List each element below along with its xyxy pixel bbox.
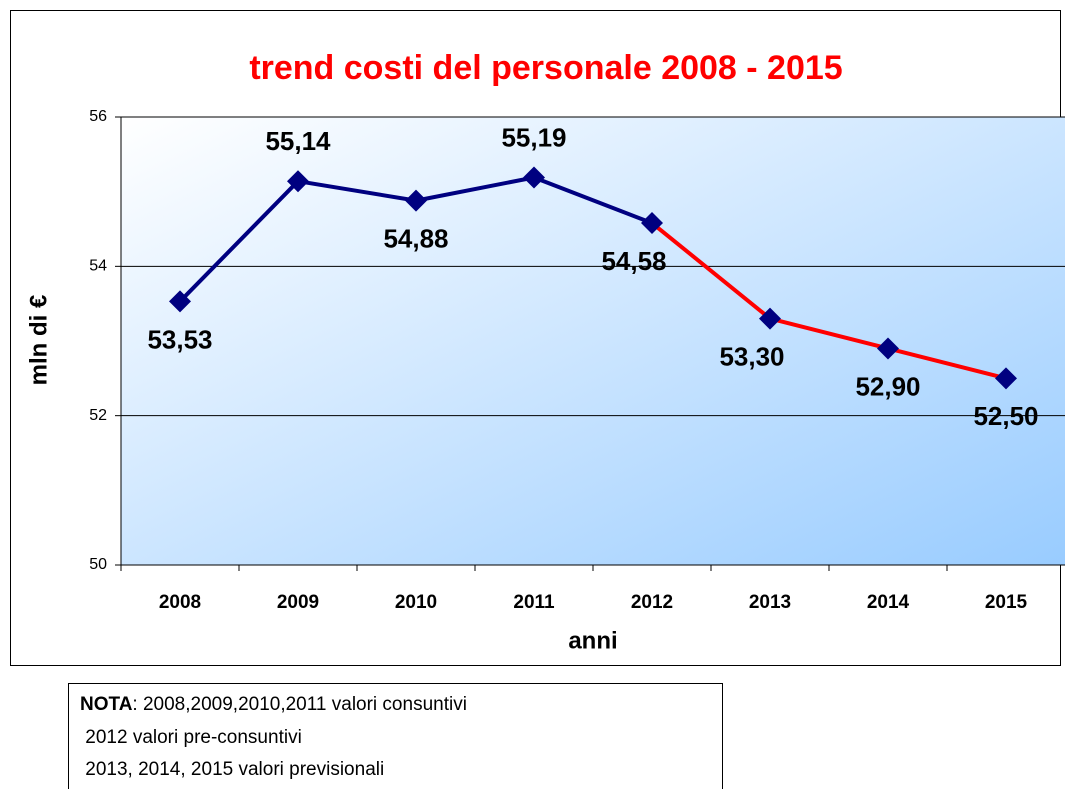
note-line: NOTA: 2008,2009,2010,2011 valori consunt… (80, 694, 467, 715)
data-label: 53,53 (147, 324, 212, 354)
x-tick-label: 2013 (749, 592, 791, 613)
line-segment (178, 179, 300, 303)
x-tick-label: 2010 (395, 592, 437, 613)
marker (169, 290, 191, 313)
marker (641, 212, 663, 235)
x-tick-label: 2009 (277, 592, 319, 613)
x-tick-label: 2008 (159, 592, 201, 613)
x-tick-label: 2014 (867, 592, 910, 613)
data-label: 54,58 (601, 246, 666, 276)
plot-area (121, 117, 1065, 565)
x-tick-label: 2015 (985, 592, 1028, 613)
line-segment (650, 221, 772, 321)
note-line: 2013, 2014, 2015 valori previsionali (80, 759, 384, 780)
marker (759, 307, 781, 330)
data-label: 55,14 (265, 126, 331, 156)
marker (877, 337, 899, 360)
marker (287, 170, 309, 193)
marker (405, 189, 427, 212)
note-line: 2012 valori pre-consuntivi (80, 727, 302, 748)
data-label: 53,30 (719, 341, 784, 371)
x-tick-label: 2012 (631, 592, 673, 613)
data-label: 54,88 (383, 224, 448, 254)
data-label: 52,50 (973, 401, 1038, 431)
y-tick-label: 54 (89, 258, 107, 275)
line-segment (415, 175, 535, 203)
line-segment (533, 175, 653, 225)
line-segment (887, 346, 1007, 381)
y-tick-label: 50 (89, 556, 107, 573)
line-segment (297, 179, 417, 203)
marker (995, 367, 1017, 390)
x-axis-label: anni (568, 627, 617, 654)
y-tick-label: 56 (89, 108, 107, 125)
y-axis-label: mln di € (25, 295, 52, 386)
chart-title: trend costi del personale 2008 - 2015 (249, 49, 842, 87)
x-tick-label: 2011 (513, 592, 555, 613)
note-box (68, 683, 723, 789)
line-segment (769, 316, 889, 351)
note-text: : 2008,2009,2010,2011 valori consuntivi (132, 694, 467, 715)
data-label: 55,19 (501, 122, 566, 152)
y-tick-label: 52 (89, 407, 107, 424)
data-label: 52,90 (855, 371, 920, 401)
note-lead: NOTA (80, 694, 133, 715)
marker (523, 166, 545, 189)
